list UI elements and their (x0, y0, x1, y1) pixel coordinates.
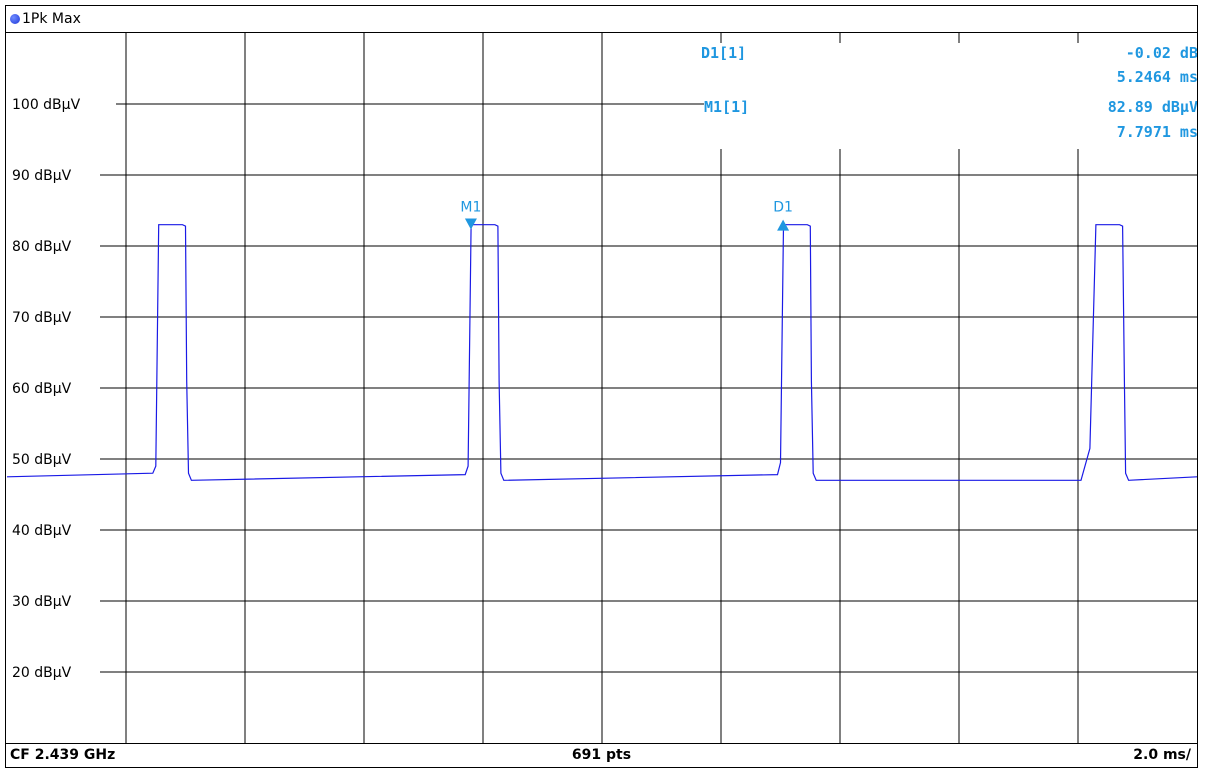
m1-marker-time: 7.7971 ms (1117, 123, 1197, 141)
grid (100, 33, 1197, 743)
sweep-points: 691 pts (571, 747, 632, 763)
spectrum-display: 100 dBµV 90 dBµV 80 dBµV 70 dBµV 60 dBµV 50 d… (5, 5, 1198, 768)
y-tick-label: 80 dBµV (12, 239, 72, 255)
y-tick-label: 20 dBµV (12, 665, 72, 681)
status-bar: CF 2.439 GHz 691 pts 2.0 ms/ (6, 743, 1197, 767)
m1-marker-level: 82.89 dBµV (1108, 98, 1197, 116)
marker-triangle-m1 (464, 218, 477, 230)
d1-marker-time: 5.2464 ms (1117, 68, 1197, 86)
y-tick-label: 50 dBµV (12, 452, 72, 468)
y-tick-label: 60 dBµV (12, 381, 72, 397)
trace-header: 1Pk Max (6, 6, 1197, 33)
marker-readout: D1[1] -0.02 dB 5.2464 ms M1[1] 82.89 dBµ… (701, 44, 1197, 141)
trace-plot: 100 dBµV 90 dBµV 80 dBµV 70 dBµV 60 dBµV 50 d… (6, 33, 1197, 743)
marker-triangle-d1 (777, 219, 790, 231)
trace-line (6, 224, 1197, 481)
trace-indicator-icon (10, 14, 20, 24)
y-tick-label: 100 dBµV (12, 97, 81, 113)
y-tick-label: 30 dBµV (12, 594, 72, 610)
y-tick-label: 90 dBµV (12, 168, 72, 184)
d1-marker-name: D1[1] (701, 44, 746, 62)
center-frequency: CF 2.439 GHz (10, 747, 116, 763)
trace-label: 1Pk Max (22, 11, 81, 27)
d1-marker-level: -0.02 dB (1126, 44, 1197, 62)
m1-marker-name: M1[1] (704, 98, 749, 116)
marker-flags: M1 D1 (460, 199, 793, 231)
y-axis-labels: 100 dBµV 90 dBµV 80 dBµV 70 dBµV 60 dBµV 50 d… (12, 97, 81, 681)
marker-label-m1: M1 (460, 199, 481, 215)
y-tick-label: 40 dBµV (12, 523, 72, 539)
time-per-division: 2.0 ms/ (1133, 747, 1191, 763)
marker-label-d1: D1 (773, 200, 793, 216)
y-tick-label: 70 dBµV (12, 310, 72, 326)
